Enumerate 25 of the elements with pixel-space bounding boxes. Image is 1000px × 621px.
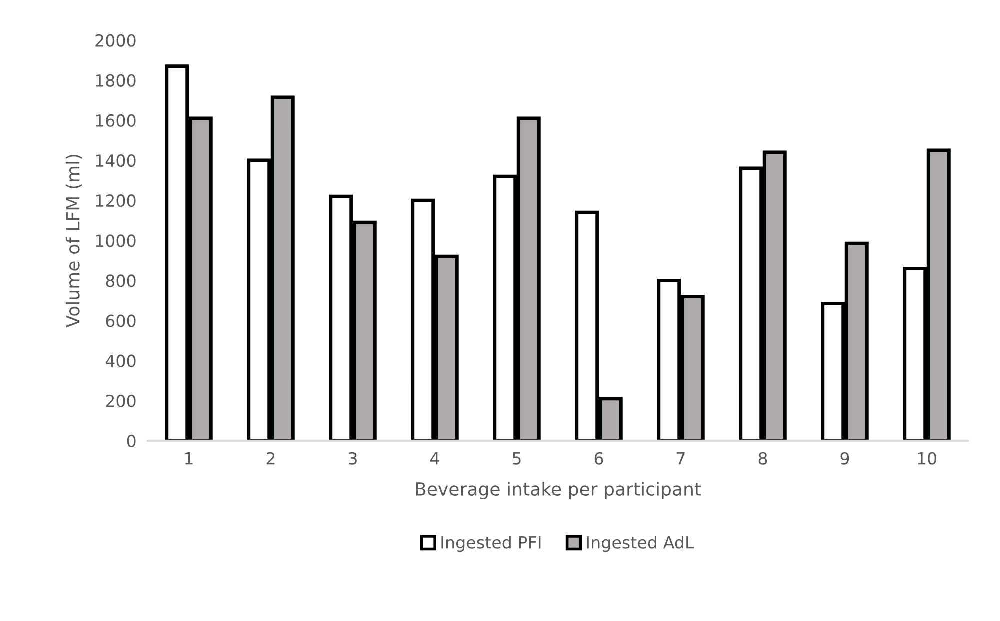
x-tick-label: 3 — [348, 452, 357, 465]
y-tick-label: 200 — [106, 394, 136, 408]
y-tick-label: 1200 — [96, 194, 136, 208]
y-tick-label: 600 — [106, 314, 136, 328]
y-tick-label: 400 — [106, 354, 136, 368]
legend-label: Ingested PFI — [442, 536, 541, 552]
x-tick-label: 8 — [758, 452, 768, 465]
y-tick-label: 2000 — [96, 34, 136, 47]
x-tick-label: 9 — [840, 452, 850, 465]
y-tick-label: 0 — [127, 434, 136, 448]
x-tick-label: 2 — [266, 452, 275, 465]
y-tick-label: 1800 — [96, 74, 136, 87]
x-tick-label: 1 — [186, 452, 193, 465]
y-tick-label: 1600 — [96, 114, 136, 128]
x-tick-label: 10 — [918, 452, 936, 465]
x-tick-label: 7 — [677, 452, 685, 465]
x-tick-label: 5 — [512, 452, 521, 465]
y-tick-label: 1000 — [96, 234, 136, 248]
y-tick-label: 800 — [106, 274, 136, 288]
y-axis-title: Volume of LFM (ml) — [66, 154, 82, 328]
y-tick-label: 1400 — [96, 154, 136, 168]
legend-label: Ingested AdL — [587, 536, 694, 552]
x-axis-title: Beverage intake per participant — [416, 482, 702, 500]
x-tick-label: 6 — [594, 452, 604, 465]
x-tick-label: 4 — [430, 452, 440, 465]
